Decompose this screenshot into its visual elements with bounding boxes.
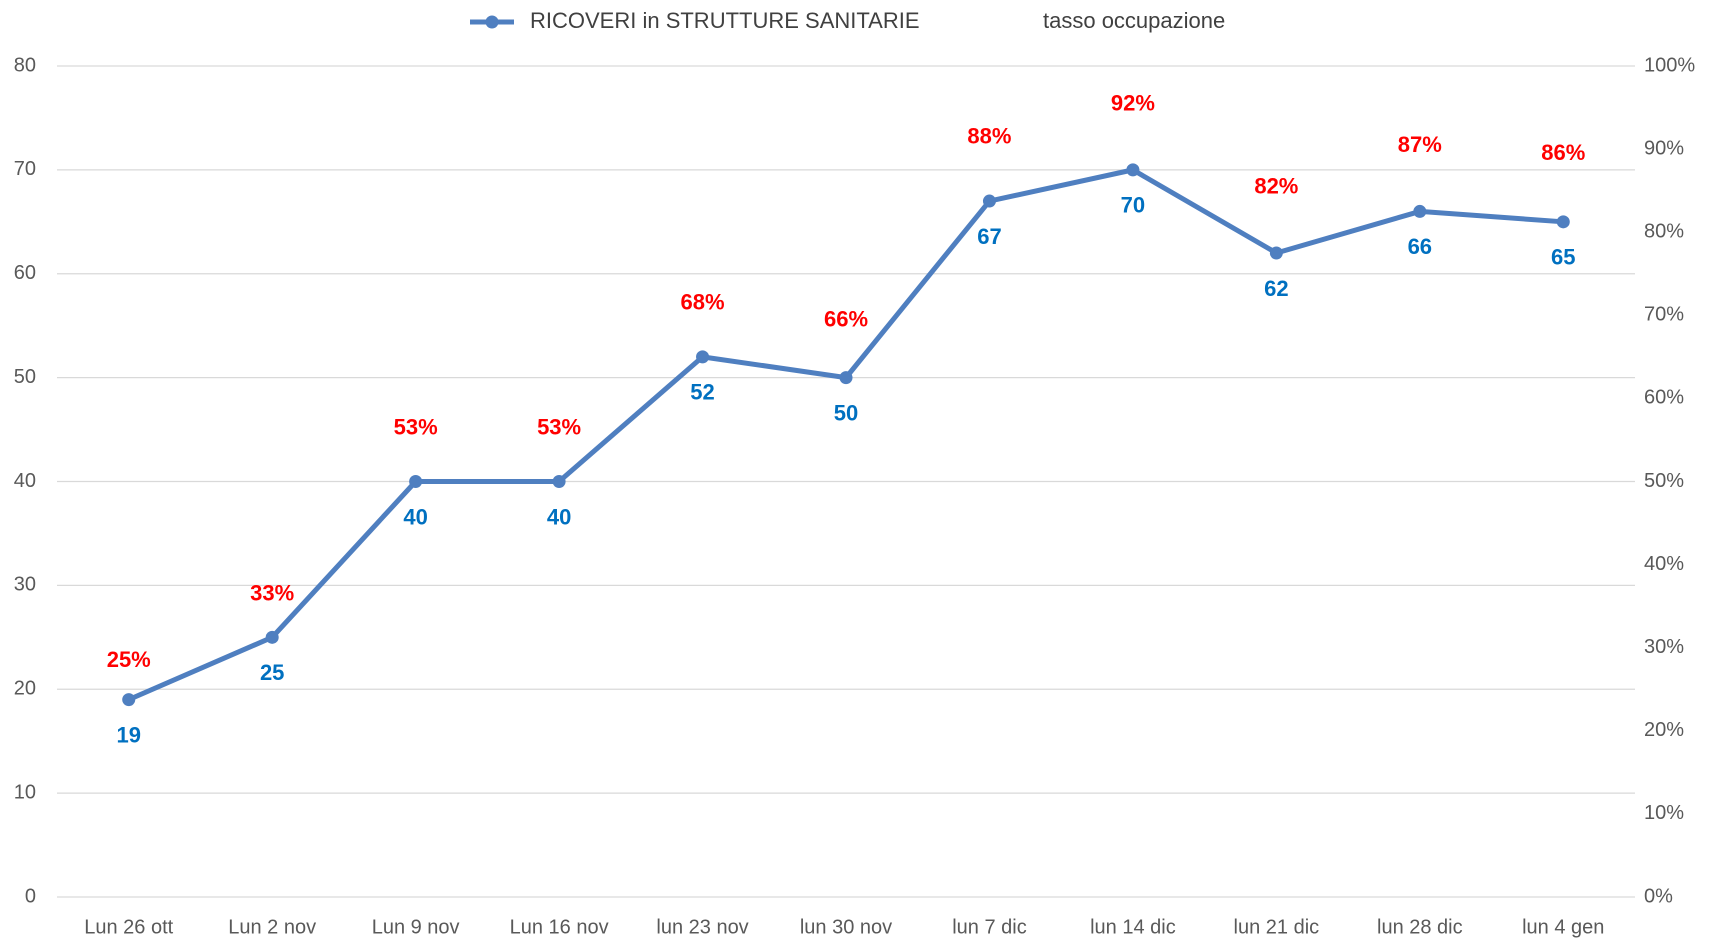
y2-tick-label: 20% [1644,719,1684,741]
point-marker [122,693,136,707]
y-tick-label: 60 [14,262,36,284]
y-tick-label: 10 [14,781,36,803]
data-label: 67 [977,224,1001,249]
x-tick-label: Lun 26 ott [84,916,173,938]
data-label: 53% [394,414,438,439]
point-marker [1413,204,1427,218]
y-tick-label: 80 [14,54,36,76]
x-tick-label: lun 28 dic [1377,916,1463,938]
data-label: 52 [690,380,714,405]
data-label: 86% [1541,140,1585,165]
x-tick-label: lun 23 nov [656,916,748,938]
point-marker [1269,246,1283,260]
data-label: 88% [967,124,1011,149]
y-tick-label: 40 [14,470,36,492]
y-tick-label: 0 [25,885,36,907]
y2-tick-label: 50% [1644,470,1684,492]
x-tick-label: Lun 2 nov [228,916,316,938]
data-label: 25 [260,660,284,685]
point-marker [839,371,853,385]
y2-tick-label: 30% [1644,636,1684,658]
point-marker [696,350,710,364]
y2-tick-label: 90% [1644,137,1684,159]
data-label: 82% [1254,173,1298,198]
y2-tick-label: 60% [1644,387,1684,409]
point-marker [265,630,279,644]
point-marker [552,475,566,488]
x-tick-label: lun 30 nov [800,916,892,938]
x-tick-label: lun 7 dic [952,916,1027,938]
x-tick-label: Lun 9 nov [372,916,460,938]
data-label: 53% [537,414,581,439]
data-label: 66 [1408,234,1432,259]
y2-tick-label: 40% [1644,553,1684,575]
x-tick-label: lun 21 dic [1234,916,1320,938]
y2-tick-label: 80% [1644,220,1684,242]
data-label: 65 [1551,245,1575,270]
y-tick-label: 70 [14,158,36,180]
point-marker [1126,163,1140,177]
y2-tick-label: 100% [1644,54,1695,76]
legend-label: tasso occupazione [1043,8,1225,33]
y-tick-label: 20 [14,678,36,700]
x-tick-label: lun 14 dic [1090,916,1176,938]
x-tick-label: Lun 16 nov [510,916,609,938]
series-line [127,167,1564,702]
legend-label: RICOVERI in STRUTTURE SANITARIE [530,8,920,33]
data-label: 70 [1121,193,1145,218]
data-label: 40 [547,504,571,529]
data-label: 19 [116,722,140,747]
data-label: 25% [107,647,151,672]
data-label: 66% [824,306,868,331]
point-marker [1556,215,1570,229]
y-tick-label: 50 [14,366,36,388]
x-tick-label: lun 4 gen [1522,916,1604,938]
data-label: 92% [1111,90,1155,115]
data-label: 87% [1398,132,1442,157]
point-marker [982,194,996,208]
legend-marker [485,15,499,29]
y2-tick-label: 70% [1644,304,1684,326]
y2-tick-label: 0% [1644,885,1673,907]
data-label: 40 [403,504,427,529]
data-label: 50 [834,400,858,425]
y-tick-label: 30 [14,574,36,596]
data-label: 33% [250,581,294,606]
point-marker [409,475,423,488]
data-label: 62 [1264,276,1288,301]
y2-tick-label: 10% [1644,802,1684,824]
data-label: 68% [681,290,725,315]
